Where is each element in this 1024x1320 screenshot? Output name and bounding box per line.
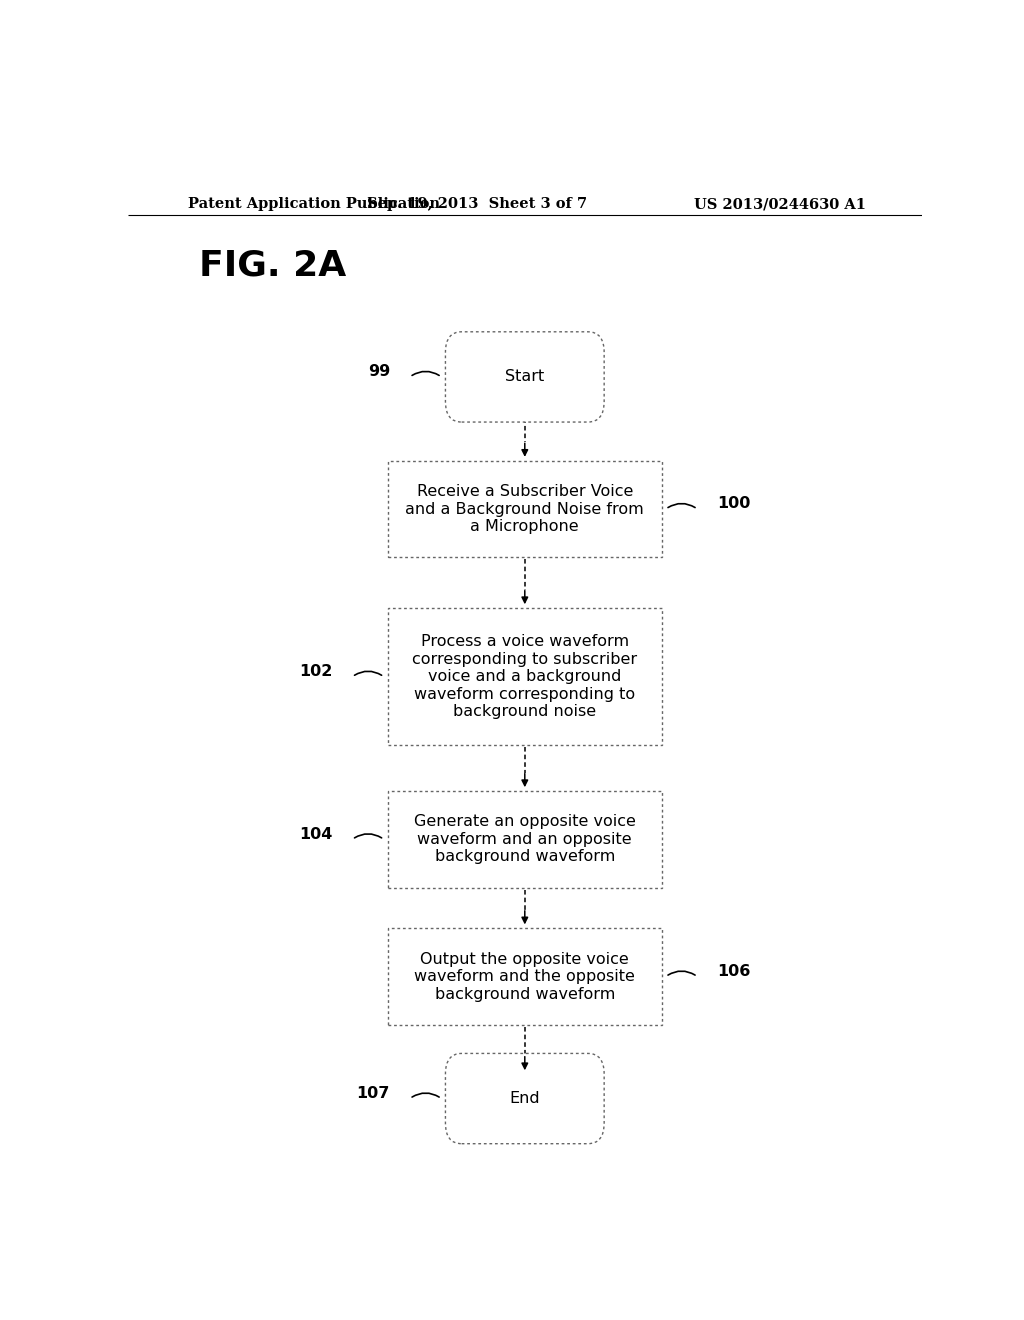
FancyBboxPatch shape xyxy=(388,609,662,746)
Text: 100: 100 xyxy=(717,496,751,511)
FancyBboxPatch shape xyxy=(388,928,662,1024)
FancyBboxPatch shape xyxy=(388,461,662,557)
Text: 104: 104 xyxy=(299,826,333,842)
FancyBboxPatch shape xyxy=(445,1053,604,1143)
Text: Sep. 19, 2013  Sheet 3 of 7: Sep. 19, 2013 Sheet 3 of 7 xyxy=(368,197,587,211)
Text: 102: 102 xyxy=(299,664,333,680)
Text: End: End xyxy=(510,1092,540,1106)
Text: US 2013/0244630 A1: US 2013/0244630 A1 xyxy=(694,197,866,211)
Text: 99: 99 xyxy=(368,364,390,379)
Text: Output the opposite voice
waveform and the opposite
background waveform: Output the opposite voice waveform and t… xyxy=(415,952,635,1002)
FancyBboxPatch shape xyxy=(445,331,604,422)
Text: 107: 107 xyxy=(356,1086,390,1101)
FancyBboxPatch shape xyxy=(388,791,662,887)
Text: FIG. 2A: FIG. 2A xyxy=(200,248,347,282)
Text: 106: 106 xyxy=(717,964,751,979)
Text: Patent Application Publication: Patent Application Publication xyxy=(187,197,439,211)
Text: Process a voice waveform
corresponding to subscriber
voice and a background
wave: Process a voice waveform corresponding t… xyxy=(413,635,637,719)
Text: Start: Start xyxy=(505,370,545,384)
Text: Generate an opposite voice
waveform and an opposite
background waveform: Generate an opposite voice waveform and … xyxy=(414,814,636,865)
Text: Receive a Subscriber Voice
and a Background Noise from
a Microphone: Receive a Subscriber Voice and a Backgro… xyxy=(406,484,644,535)
